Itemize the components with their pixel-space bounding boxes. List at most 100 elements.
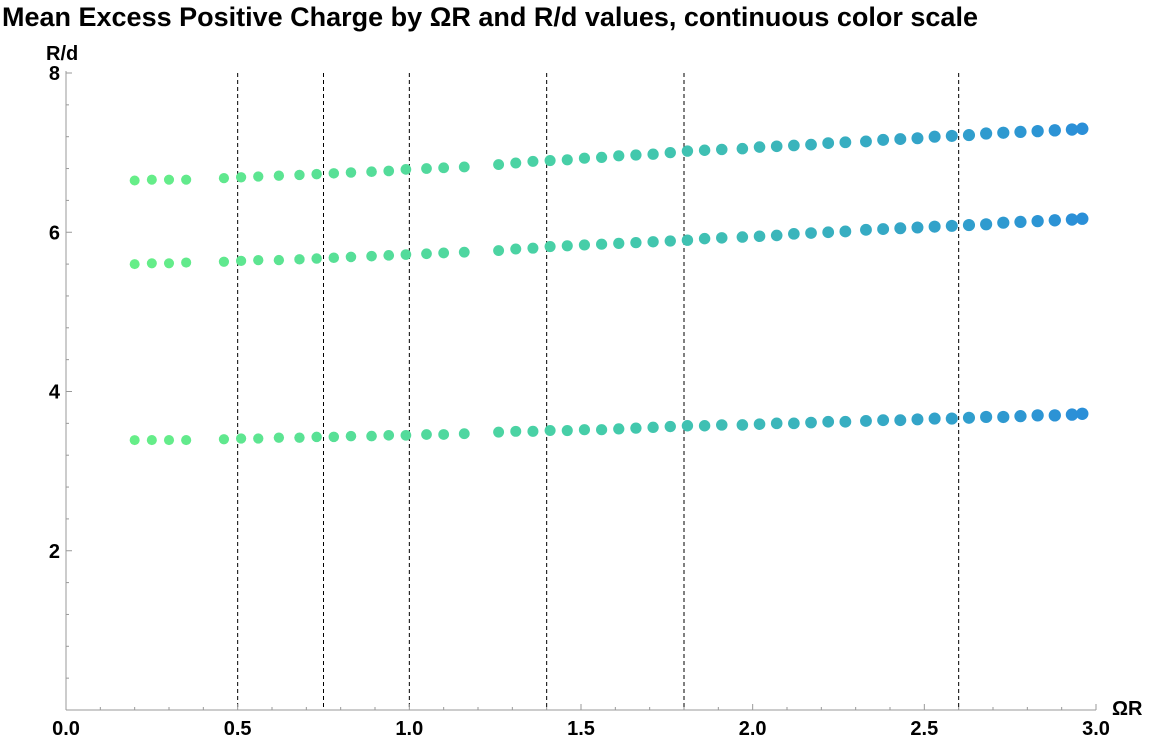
y-ticks: 2 4 6 8 — [49, 63, 72, 679]
x-tick-label: 1.0 — [395, 718, 423, 740]
data-point — [822, 415, 835, 428]
data-point — [218, 172, 230, 184]
data-point — [311, 431, 322, 443]
data-point — [510, 243, 522, 255]
data-point — [438, 162, 450, 174]
data-point — [400, 164, 412, 175]
data-point — [253, 171, 264, 182]
data-point — [400, 429, 412, 441]
data-point — [273, 170, 285, 181]
data-point — [273, 254, 285, 266]
x-tick-label: 0.5 — [224, 718, 252, 740]
data-point — [218, 434, 230, 445]
data-point — [962, 129, 976, 142]
y-tick-label: 4 — [49, 382, 61, 404]
data-point — [146, 258, 157, 269]
data-point — [839, 136, 852, 149]
data-point — [681, 420, 694, 432]
data-point — [997, 410, 1010, 424]
data-point — [664, 420, 676, 433]
data-point — [438, 247, 450, 259]
data-point — [647, 421, 659, 433]
data-point — [544, 241, 556, 253]
data-point — [383, 165, 395, 177]
data-point — [980, 410, 993, 424]
x-axis-title: ΩR — [1112, 698, 1143, 720]
y-tick-label: 6 — [49, 222, 60, 244]
data-point — [235, 172, 247, 183]
data-point — [544, 424, 556, 437]
data-point — [544, 155, 556, 167]
data-point — [716, 232, 728, 244]
data-point — [163, 435, 175, 446]
data-point — [438, 429, 450, 440]
data-point — [253, 433, 264, 444]
data-point — [822, 137, 835, 149]
data-point — [421, 248, 432, 260]
data-point — [218, 256, 230, 267]
data-point — [1065, 408, 1079, 421]
data-point — [788, 139, 800, 152]
data-point — [345, 251, 357, 263]
data-point — [1076, 407, 1089, 420]
data-point — [945, 412, 958, 425]
data-point — [596, 424, 608, 436]
data-point — [1076, 122, 1089, 135]
x-tick-label: 2.5 — [910, 718, 938, 740]
data-point — [383, 429, 395, 441]
data-point — [664, 235, 676, 247]
data-point — [736, 231, 749, 243]
data-point — [877, 133, 890, 146]
data-point — [345, 167, 357, 178]
x-tick-label: 3.0 — [1082, 718, 1110, 740]
data-point — [770, 229, 783, 242]
data-point — [911, 132, 924, 145]
data-point — [753, 418, 766, 430]
data-point — [510, 425, 522, 437]
data-point — [664, 146, 676, 159]
chart-title: Mean Excess Positive Charge by ΩR and R/… — [2, 2, 978, 32]
data-point — [311, 253, 322, 264]
data-point — [613, 150, 625, 162]
data-point — [770, 140, 783, 153]
data-point — [273, 432, 285, 443]
data-point — [805, 227, 817, 239]
data-point — [1014, 410, 1027, 423]
data-point — [997, 216, 1010, 229]
data-point — [945, 129, 958, 142]
data-point — [962, 219, 976, 232]
data-point — [311, 168, 322, 180]
data-point — [945, 219, 958, 232]
data-point — [911, 413, 924, 426]
data-point — [1065, 123, 1079, 136]
data-point — [928, 130, 941, 143]
data-point — [578, 424, 591, 436]
data-point — [805, 416, 817, 429]
y-tick-label: 8 — [49, 63, 60, 85]
data-point — [1014, 215, 1027, 229]
data-point — [235, 433, 247, 444]
data-point — [962, 411, 976, 424]
data-point — [1031, 214, 1044, 228]
data-point — [458, 161, 470, 173]
data-point — [716, 419, 728, 431]
data-point — [860, 415, 872, 427]
data-point — [698, 420, 711, 432]
data-point — [928, 412, 941, 425]
data-point — [1065, 213, 1079, 226]
data-point — [328, 431, 340, 443]
data-point — [860, 223, 872, 236]
data-point — [698, 144, 711, 156]
data-point — [163, 174, 175, 185]
data-point — [753, 230, 766, 243]
data-point — [458, 428, 470, 440]
x-tick-label: 1.5 — [567, 718, 595, 740]
reference-lines — [237, 73, 960, 710]
axes — [65, 71, 1096, 711]
data-point — [1031, 409, 1044, 422]
data-point — [839, 415, 852, 428]
data-point — [788, 228, 800, 240]
data-point — [997, 126, 1010, 139]
data-point — [753, 141, 766, 153]
